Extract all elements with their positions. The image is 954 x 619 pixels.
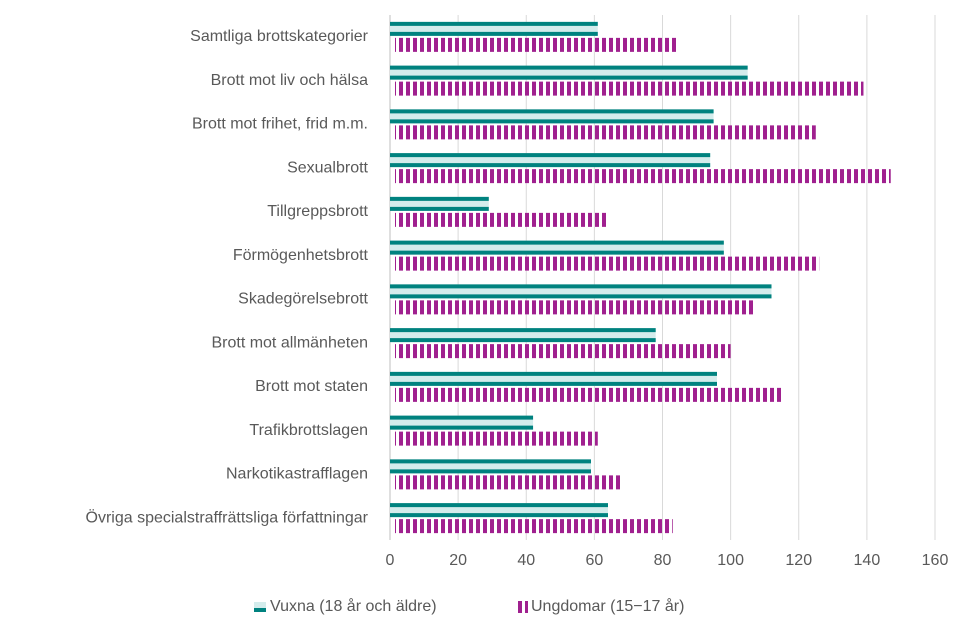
bar-edge	[390, 109, 714, 114]
bar-edge	[390, 206, 489, 211]
legend-swatch	[516, 601, 528, 613]
legend: Vuxna (18 år och äldre) Ungdomar (15−17 å…	[254, 597, 684, 615]
y-tick-label: Brott mot staten	[255, 378, 368, 395]
x-tick-label: 140	[854, 552, 881, 569]
x-tick-label: 160	[922, 552, 949, 569]
bar-edge	[390, 163, 711, 168]
y-tick-label: Skadegörelsebrott	[238, 291, 368, 308]
bar	[395, 37, 677, 52]
x-tick-label: 100	[717, 552, 744, 569]
bar-edge	[390, 459, 591, 464]
y-tick-label: Brott mot frihet, frid m.m.	[192, 116, 368, 133]
bar	[395, 256, 820, 271]
bar	[395, 519, 673, 534]
bar	[390, 284, 772, 299]
bar-edge	[390, 328, 656, 333]
y-tick-label: Samtliga brottskategorier	[190, 28, 369, 45]
bar-edge	[390, 469, 591, 474]
y-tick-label: Brott mot liv och hälsa	[211, 72, 369, 89]
bar	[390, 459, 591, 474]
bar-edge	[390, 21, 598, 26]
x-tick-label: 0	[386, 552, 395, 569]
y-tick-label: Narkotikastrafflagen	[226, 466, 368, 483]
bar-edge	[390, 240, 724, 245]
grid	[389, 15, 936, 540]
y-tick-label: Trafikbrottslagen	[249, 422, 368, 439]
bar	[390, 196, 489, 211]
x-tick-label: 60	[585, 552, 603, 569]
bar-edge	[390, 294, 772, 299]
bar	[390, 503, 608, 518]
bar-edge	[390, 371, 717, 376]
bar	[395, 387, 782, 402]
labels: 0 20 40 60 80 100 120 140 160 Samtliga brottskate…	[86, 28, 949, 615]
y-tick-label: Förmögenhetsbrott	[233, 247, 369, 264]
bar-edge	[390, 381, 717, 386]
bar	[390, 371, 717, 386]
bar	[395, 81, 864, 96]
bar	[390, 153, 711, 168]
bar-edge	[390, 196, 489, 201]
bar	[395, 169, 891, 184]
bar-edge	[390, 415, 534, 420]
bar-edge	[390, 284, 772, 289]
bar	[395, 300, 755, 315]
bar-edge	[390, 513, 608, 518]
bar	[395, 431, 598, 446]
bar-edge	[390, 250, 724, 255]
bar-edge	[390, 119, 714, 124]
bar-edge	[390, 338, 656, 343]
legend-label: Vuxna (18 år och äldre)	[270, 597, 437, 615]
bar-edge	[390, 425, 534, 430]
bar	[395, 125, 816, 140]
bar	[390, 21, 598, 36]
legend-swatch	[254, 608, 266, 612]
y-tick-label: Tillgreppsbrott	[267, 203, 368, 220]
y-tick-label: Övriga specialstraffrättsliga författnin…	[86, 508, 369, 526]
y-tick-label: Brott mot allmänheten	[211, 334, 368, 351]
bar-edge	[390, 65, 748, 70]
bar	[395, 344, 731, 359]
legend-label: Ungdomar (15−17 år)	[531, 597, 684, 615]
bar	[390, 65, 748, 80]
bar	[390, 415, 534, 430]
marks	[390, 21, 891, 534]
x-tick-label: 80	[654, 552, 672, 569]
x-tick-label: 120	[785, 552, 812, 569]
legend-swatch	[254, 602, 266, 612]
bar-edge	[390, 31, 598, 36]
bar-edge	[390, 503, 608, 508]
bar	[390, 109, 714, 124]
bar	[390, 240, 724, 255]
bar-edge	[390, 75, 748, 80]
bar-edge	[390, 153, 711, 158]
y-tick-label: Sexualbrott	[287, 159, 368, 176]
x-tick-label: 40	[517, 552, 535, 569]
bar	[395, 212, 608, 227]
bar	[390, 328, 656, 343]
x-tick-label: 20	[449, 552, 467, 569]
bar	[395, 475, 622, 490]
